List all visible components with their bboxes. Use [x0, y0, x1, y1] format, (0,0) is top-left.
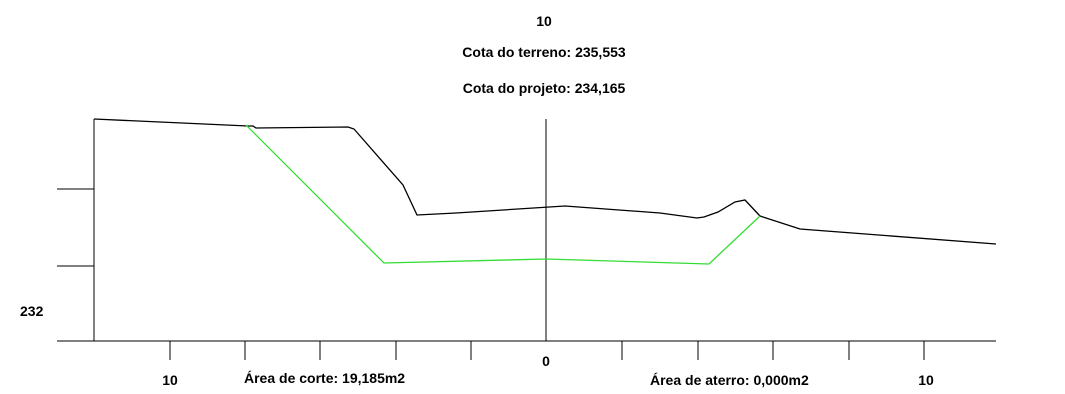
project-profile: [245, 124, 761, 265]
project-elevation-label: Cota do projeto: 234,165: [463, 80, 626, 96]
elevation-label: 232: [20, 303, 44, 319]
terrain-elevation-label: Cota do terreno: 235,553: [462, 44, 626, 60]
terrain-profile: [93, 118, 997, 245]
offset-ticks: [169, 341, 925, 360]
cut-area-label: Área de corte: 19,185m2: [244, 370, 405, 386]
offset-label-right: 10: [918, 372, 934, 388]
offset-label-left: 10: [162, 372, 178, 388]
fill-area-label: Área de aterro: 0,000m2: [650, 372, 809, 388]
offset-label-center: 0: [542, 353, 550, 369]
station-label: 10: [536, 13, 552, 29]
